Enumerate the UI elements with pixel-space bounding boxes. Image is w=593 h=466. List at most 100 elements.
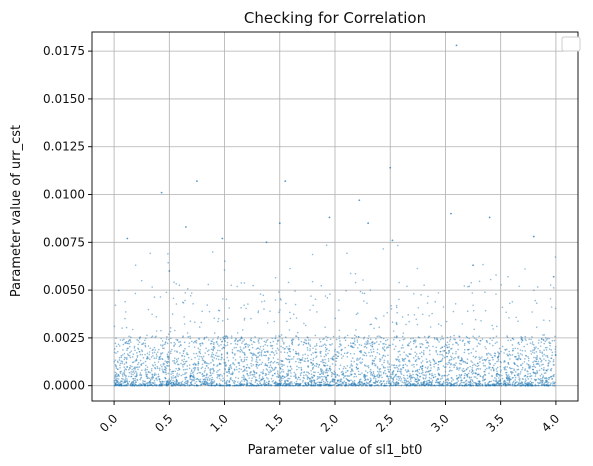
scatter-point — [227, 359, 230, 362]
scatter-point — [255, 356, 258, 359]
scatter-point — [321, 372, 323, 375]
scatter-point — [168, 356, 170, 359]
scatter-point — [279, 309, 281, 311]
scatter-point — [324, 381, 327, 384]
scatter-point — [370, 384, 372, 386]
scatter-point — [143, 339, 146, 342]
scatter-point — [199, 344, 202, 347]
scatter-point — [439, 350, 442, 353]
scatter-point — [429, 381, 432, 383]
scatter-point — [246, 370, 248, 372]
scatter-point — [516, 364, 518, 367]
scatter-point — [521, 366, 524, 369]
scatter-point — [466, 362, 469, 365]
scatter-point — [153, 357, 156, 359]
scatter-point — [136, 374, 138, 377]
scatter-point — [391, 373, 394, 376]
scatter-point — [330, 368, 332, 371]
scatter-point — [158, 369, 161, 371]
scatter-point — [402, 364, 405, 366]
scatter-point — [383, 384, 386, 387]
scatter-point — [254, 381, 257, 383]
scatter-point — [532, 361, 534, 363]
scatter-point — [547, 365, 549, 367]
scatter-point — [230, 366, 232, 368]
scatter-point — [546, 346, 548, 349]
scatter-point — [540, 360, 542, 363]
scatter-point — [208, 310, 211, 313]
scatter-point — [189, 294, 192, 297]
scatter-point — [350, 373, 352, 375]
scatter-point — [458, 362, 461, 365]
scatter-point — [366, 375, 368, 377]
scatter-point — [255, 364, 258, 366]
scatter-point — [215, 352, 218, 354]
scatter-point — [545, 337, 547, 339]
scatter-point — [184, 378, 187, 381]
scatter-point — [289, 355, 291, 358]
scatter-point — [114, 374, 117, 376]
scatter-point — [136, 356, 139, 358]
scatter-point — [397, 350, 400, 353]
scatter-point — [405, 323, 407, 326]
scatter-point — [367, 366, 370, 369]
scatter-point — [419, 352, 421, 355]
scatter-point — [395, 378, 398, 380]
scatter-point — [532, 368, 534, 371]
scatter-point — [505, 384, 508, 387]
y-tick-label: 0.0100 — [43, 188, 85, 202]
scatter-point — [406, 370, 409, 373]
scatter-point — [199, 352, 202, 355]
scatter-point — [287, 382, 290, 385]
x-tick-label: 2.0 — [318, 411, 341, 434]
scatter-point — [132, 371, 134, 373]
scatter-point — [408, 320, 410, 323]
scatter-point — [331, 372, 334, 374]
scatter-point — [383, 359, 386, 362]
scatter-point — [455, 377, 458, 380]
scatter-point — [152, 355, 154, 357]
scatter-point — [315, 344, 318, 347]
scatter-point — [216, 349, 219, 352]
scatter-point — [373, 362, 376, 365]
scatter-point — [199, 348, 201, 351]
scatter-point — [472, 304, 474, 307]
scatter-point — [158, 358, 160, 361]
scatter-point — [366, 365, 368, 367]
scatter-point — [284, 382, 286, 385]
scatter-point — [295, 335, 298, 338]
scatter-point — [520, 382, 522, 385]
scatter-point — [223, 373, 225, 375]
scatter-point — [317, 377, 320, 379]
scatter-point — [161, 368, 163, 370]
scatter-point — [315, 356, 317, 359]
scatter-point — [527, 384, 529, 387]
scatter-point — [533, 349, 536, 351]
scatter-point — [137, 362, 140, 364]
scatter-point — [155, 330, 158, 332]
scatter-point — [484, 346, 486, 348]
scatter-point — [216, 355, 219, 358]
scatter-point — [198, 351, 201, 353]
scatter-point — [445, 362, 447, 365]
scatter-point — [508, 366, 511, 369]
scatter-point — [290, 368, 293, 370]
scatter-point — [465, 382, 468, 385]
scatter-point — [466, 376, 469, 378]
scatter-point — [373, 374, 376, 377]
scatter-point — [245, 307, 247, 310]
scatter-point — [306, 375, 309, 377]
scatter-point — [191, 379, 194, 381]
scatter-point — [299, 378, 301, 381]
scatter-point — [507, 374, 510, 376]
scatter-point — [457, 357, 460, 359]
scatter-point — [258, 354, 261, 357]
scatter-point — [316, 311, 318, 313]
scatter-point — [256, 382, 259, 385]
scatter-point — [535, 360, 537, 363]
scatter-point — [542, 369, 545, 371]
scatter-point — [256, 361, 259, 364]
scatter-point — [358, 381, 360, 384]
scatter-point — [116, 380, 119, 382]
scatter-point — [129, 336, 132, 338]
